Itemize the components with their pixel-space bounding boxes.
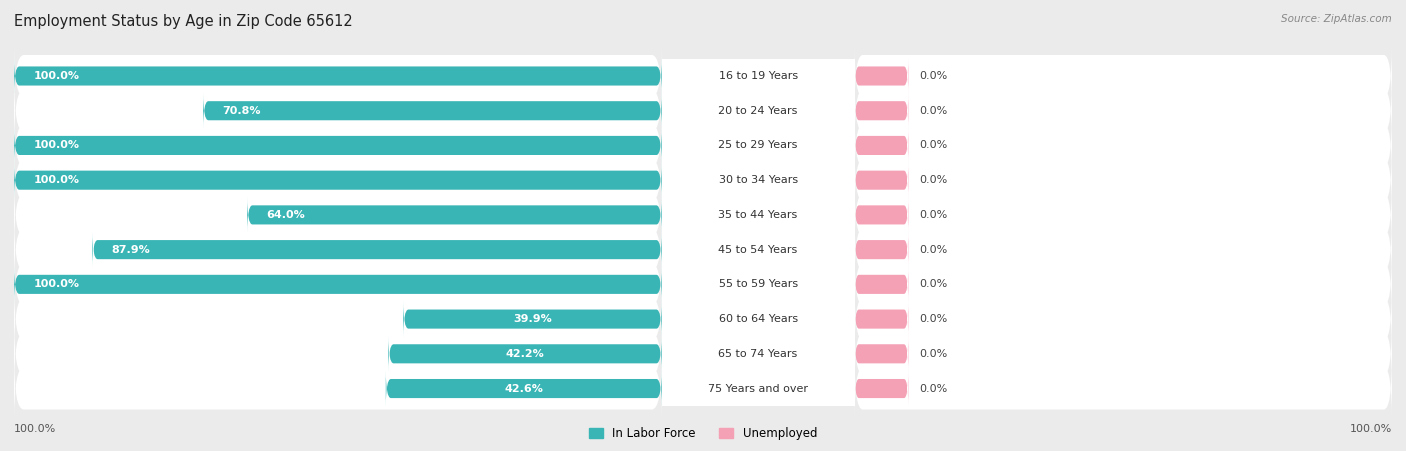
FancyBboxPatch shape [14,127,662,164]
FancyBboxPatch shape [855,45,1392,107]
Text: 55 to 59 Years: 55 to 59 Years [718,279,797,290]
FancyBboxPatch shape [14,162,662,198]
FancyBboxPatch shape [855,253,1392,315]
FancyBboxPatch shape [14,149,662,211]
Text: 64.0%: 64.0% [267,210,305,220]
Text: 100.0%: 100.0% [34,71,80,81]
Text: 100.0%: 100.0% [34,140,80,151]
Bar [662,159,855,201]
Text: 45 to 54 Years: 45 to 54 Years [718,244,797,255]
Bar [662,229,855,271]
Bar [662,298,855,340]
Text: 0.0%: 0.0% [920,210,948,220]
Text: 16 to 19 Years: 16 to 19 Years [718,71,797,81]
FancyBboxPatch shape [855,92,908,129]
Bar [662,90,855,132]
Text: 100.0%: 100.0% [34,175,80,185]
FancyBboxPatch shape [14,80,662,142]
FancyBboxPatch shape [404,301,662,337]
FancyBboxPatch shape [855,115,1392,176]
Bar [662,194,855,236]
FancyBboxPatch shape [855,266,908,303]
Text: 0.0%: 0.0% [920,383,948,394]
Text: 42.6%: 42.6% [505,383,543,394]
FancyBboxPatch shape [855,80,1392,142]
FancyBboxPatch shape [855,231,908,268]
FancyBboxPatch shape [385,370,662,407]
Text: 25 to 29 Years: 25 to 29 Years [718,140,797,151]
Text: 39.9%: 39.9% [513,314,551,324]
Bar [662,263,855,305]
FancyBboxPatch shape [855,288,1392,350]
Text: 65 to 74 Years: 65 to 74 Years [718,349,797,359]
Text: 0.0%: 0.0% [920,314,948,324]
FancyBboxPatch shape [855,197,908,233]
FancyBboxPatch shape [855,336,908,372]
FancyBboxPatch shape [855,58,908,94]
Text: 42.2%: 42.2% [506,349,544,359]
FancyBboxPatch shape [855,301,908,337]
FancyBboxPatch shape [855,184,1392,246]
FancyBboxPatch shape [855,219,1392,281]
FancyBboxPatch shape [14,323,662,385]
Bar [662,368,855,410]
Text: 100.0%: 100.0% [1350,424,1392,434]
FancyBboxPatch shape [202,92,662,129]
Text: Source: ZipAtlas.com: Source: ZipAtlas.com [1281,14,1392,23]
Text: 0.0%: 0.0% [920,106,948,116]
Text: 87.9%: 87.9% [112,244,150,255]
Text: Employment Status by Age in Zip Code 65612: Employment Status by Age in Zip Code 656… [14,14,353,28]
FancyBboxPatch shape [14,58,662,94]
FancyBboxPatch shape [855,358,1392,419]
FancyBboxPatch shape [14,115,662,176]
FancyBboxPatch shape [14,266,662,303]
Text: 60 to 64 Years: 60 to 64 Years [718,314,797,324]
FancyBboxPatch shape [855,127,908,164]
FancyBboxPatch shape [14,219,662,281]
Bar [662,55,855,97]
Text: 75 Years and over: 75 Years and over [709,383,808,394]
Text: 0.0%: 0.0% [920,279,948,290]
FancyBboxPatch shape [855,323,1392,385]
FancyBboxPatch shape [855,370,908,407]
Text: 0.0%: 0.0% [920,71,948,81]
FancyBboxPatch shape [93,231,662,268]
Text: 30 to 34 Years: 30 to 34 Years [718,175,797,185]
FancyBboxPatch shape [388,336,662,372]
Text: 70.8%: 70.8% [222,106,262,116]
Text: 0.0%: 0.0% [920,244,948,255]
FancyBboxPatch shape [14,184,662,246]
FancyBboxPatch shape [247,197,662,233]
FancyBboxPatch shape [14,358,662,419]
FancyBboxPatch shape [14,288,662,350]
Text: 100.0%: 100.0% [14,424,56,434]
Text: 0.0%: 0.0% [920,140,948,151]
FancyBboxPatch shape [855,149,1392,211]
Text: 0.0%: 0.0% [920,349,948,359]
Legend: In Labor Force, Unemployed: In Labor Force, Unemployed [583,423,823,445]
Text: 20 to 24 Years: 20 to 24 Years [718,106,797,116]
Text: 0.0%: 0.0% [920,175,948,185]
Bar [662,333,855,375]
FancyBboxPatch shape [14,45,662,107]
Text: 35 to 44 Years: 35 to 44 Years [718,210,797,220]
FancyBboxPatch shape [14,253,662,315]
Bar [662,124,855,166]
Text: 100.0%: 100.0% [34,279,80,290]
FancyBboxPatch shape [855,162,908,198]
